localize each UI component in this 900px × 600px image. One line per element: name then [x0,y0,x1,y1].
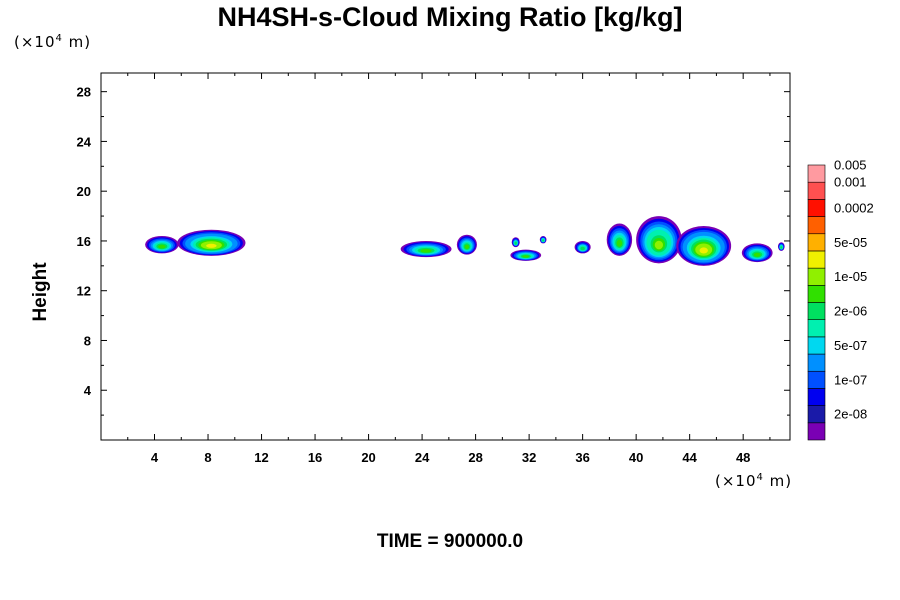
time-label: TIME = 900000.0 [376,531,524,552]
colorbar-swatch [807,388,826,406]
cloud-12-layer-5 [780,246,783,249]
x-tick-label: 12 [254,450,268,465]
y-tick-label: 12 [77,284,91,299]
colorbar-swatch [807,336,826,355]
colorbar-swatch [807,250,826,269]
cloud-3-layer-7 [464,244,470,250]
y-tick-label: 4 [84,383,92,398]
cloud-2-layer-7 [420,249,432,253]
colorbar-label: 2e-08 [834,407,867,422]
x-tick-label: 16 [308,450,322,465]
colorbar-swatch [807,164,826,183]
y-tick-label: 24 [77,134,92,149]
x-tick-label: 48 [736,450,750,465]
x-tick-label: 8 [204,450,211,465]
cloud-4-layer-5 [514,241,517,245]
x-tick-label: 20 [361,450,375,465]
colorbar-label: 5e-05 [834,235,867,250]
y-unit-prefix: (×10 [14,33,56,51]
colorbar-swatch [807,405,826,424]
x-unit-suffix: m) [763,472,793,490]
x-tick-label: 24 [415,450,430,465]
colorbar-swatch [807,216,826,235]
cloud-0-layer-7 [158,244,166,249]
x-tick-label: 28 [468,450,482,465]
cloud-8-layer-7 [616,239,623,247]
colorbar-label: 5e-07 [834,338,867,353]
colorbar-swatch [807,181,826,200]
cloud-9-layer-9 [654,240,664,250]
x-tick-label: 4 [151,450,159,465]
x-unit-exponent: 4 [756,472,764,483]
colorbar-swatch [807,233,826,252]
plot-frame [100,72,791,441]
colorbar-label: 0.0002 [834,200,874,215]
x-axis-unit: (×104 m) [715,472,792,490]
cloud-7-layer-5 [580,246,585,251]
y-tick-label: 20 [77,184,91,199]
y-tick-label: 16 [77,234,91,249]
colorbar-swatch [807,319,826,338]
colorbar-swatch [807,422,826,441]
cloud-1-layer-11 [206,243,217,248]
x-tick-label: 36 [575,450,589,465]
y-unit-suffix: m) [62,33,92,51]
cloud-5-layer-7 [522,255,530,258]
colorbar-label: 2e-06 [834,304,867,319]
colorbar-swatch [807,370,826,389]
y-unit-exponent: 4 [55,33,63,44]
colorbar-swatch [807,353,826,372]
colorbar-label: 1e-05 [834,269,867,284]
y-tick-label: 8 [84,333,91,348]
chart-title: NH4SH-s-Cloud Mixing Ratio [kg/kg] [217,2,683,32]
x-unit-prefix: (×10 [715,472,757,490]
cloud-10-layer-11 [699,247,708,254]
colorbar-swatch [807,267,826,286]
colorbar-label: 1e-07 [834,372,867,387]
x-tick-label: 40 [629,450,643,465]
y-tick-label: 28 [77,85,91,100]
colorbar-swatch [807,199,826,217]
x-tick-label: 44 [682,450,697,465]
colorbar-label: 0.001 [834,175,867,190]
x-tick-label: 32 [522,450,536,465]
colorbar-label: 0.005 [834,158,867,173]
cloud-6-layer-5 [542,239,545,242]
cloud-11-layer-7 [753,252,761,257]
y-axis-unit: (×104 m) [14,33,91,51]
colorbar-swatch [807,285,826,303]
colorbar-swatch [807,302,826,320]
